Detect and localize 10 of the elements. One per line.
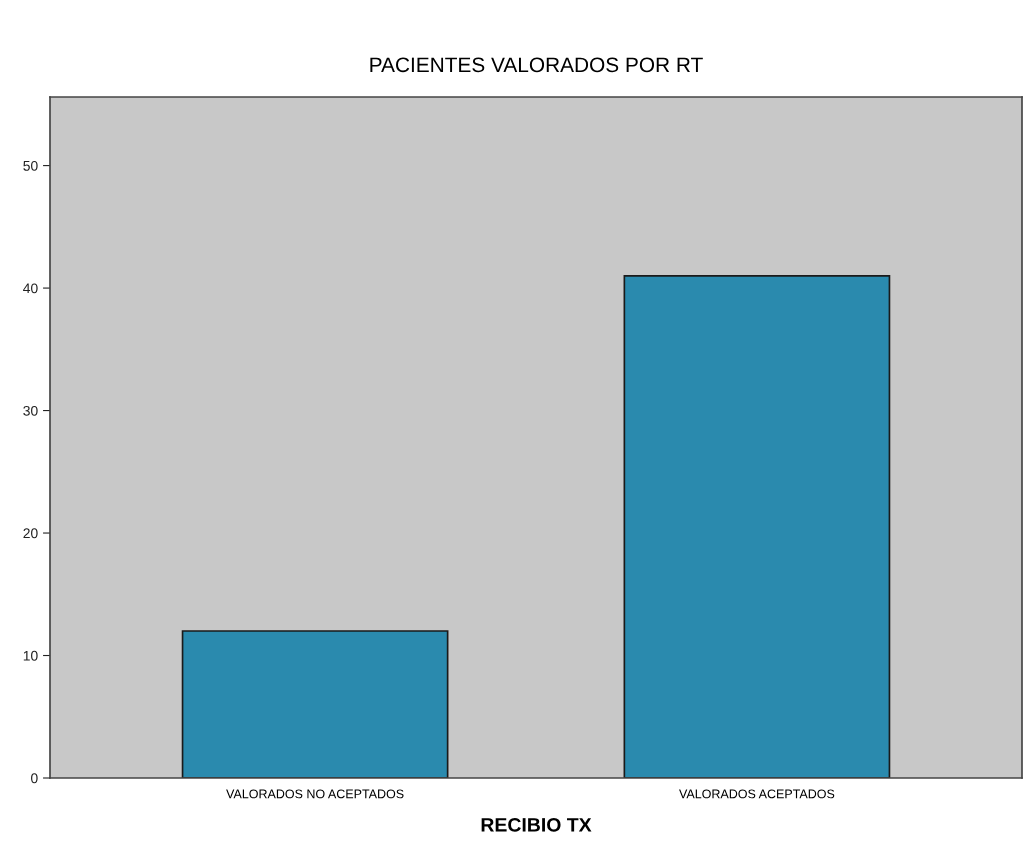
chart-title: PACIENTES VALORADOS POR RT	[370, 57, 703, 73]
x-tick-label: VALORADOS NO ACEPTADOS	[226, 789, 404, 799]
x-axis-title: RECIBIO TX	[481, 817, 592, 832]
y-tick-label: 30	[23, 405, 38, 416]
y-tick-label: 50	[23, 160, 38, 171]
y-tick-label: 40	[23, 283, 38, 294]
y-tick-label: 20	[23, 528, 38, 539]
y-tick-label: 10	[23, 650, 38, 661]
x-tick-label: VALORADOS ACEPTADOS	[679, 789, 835, 799]
y-tick-label: 0	[31, 773, 38, 784]
